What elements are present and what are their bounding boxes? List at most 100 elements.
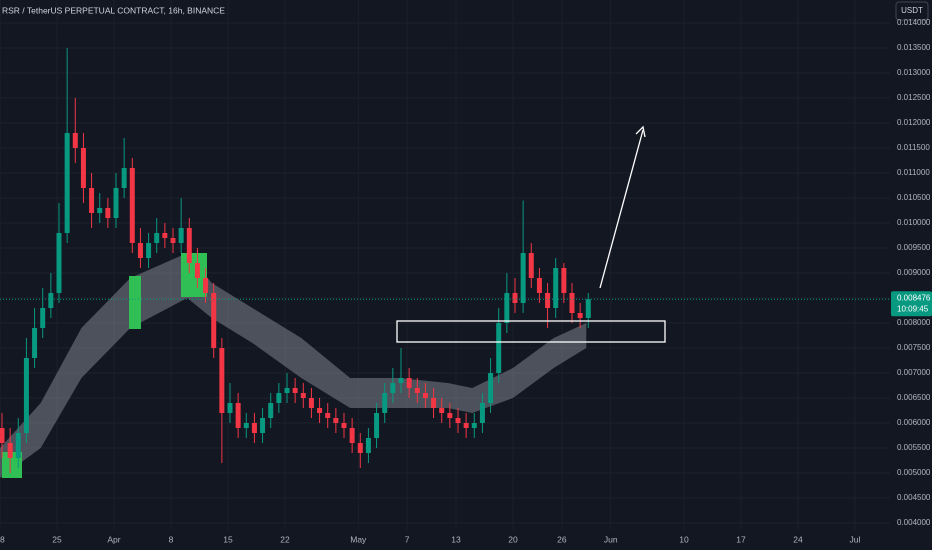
last-price-box bbox=[891, 291, 932, 317]
x-tick-label: May bbox=[350, 534, 367, 544]
x-tick-label: 13 bbox=[451, 534, 461, 544]
last-price-label: 0.008476 bbox=[897, 293, 931, 302]
candle-body bbox=[317, 408, 323, 413]
y-tick-label: 0.013000 bbox=[897, 68, 931, 77]
y-tick-label: 0.007000 bbox=[897, 368, 931, 377]
x-tick-label: Apr bbox=[107, 534, 120, 544]
candle-body bbox=[341, 423, 347, 428]
candle-body bbox=[504, 293, 510, 323]
candle-body bbox=[455, 418, 461, 423]
candle-body bbox=[520, 253, 526, 303]
candle-body bbox=[48, 293, 54, 308]
support-box bbox=[396, 320, 666, 343]
x-tick-label: Jun bbox=[604, 534, 618, 544]
candle-body bbox=[414, 388, 420, 393]
x-tick-label: 25 bbox=[52, 534, 62, 544]
candle-body bbox=[243, 423, 249, 428]
candle-body bbox=[170, 238, 176, 243]
x-tick-label: 26 bbox=[557, 534, 567, 544]
candle-body bbox=[496, 323, 502, 373]
y-tick-label: 0.007500 bbox=[897, 343, 931, 352]
candle-body bbox=[186, 228, 192, 263]
candle-body bbox=[0, 428, 5, 443]
candle-body bbox=[154, 233, 160, 243]
y-tick-label: 0.005500 bbox=[897, 443, 931, 452]
candles bbox=[0, 48, 890, 473]
x-tick-label: 24 bbox=[793, 534, 803, 544]
y-tick-label: 0.011500 bbox=[897, 143, 930, 152]
candle-body bbox=[374, 413, 380, 438]
candle-body bbox=[89, 188, 95, 213]
y-tick-label: 0.009000 bbox=[897, 268, 931, 277]
candle-body bbox=[333, 418, 339, 423]
y-tick-label: 0.006500 bbox=[897, 393, 931, 402]
candle-body bbox=[178, 228, 184, 243]
candle-body bbox=[300, 393, 306, 398]
candle-body bbox=[121, 168, 127, 188]
candle-body bbox=[203, 278, 209, 293]
candle-body bbox=[325, 413, 331, 418]
candle-body bbox=[276, 393, 282, 403]
candle-body bbox=[439, 408, 445, 413]
candle-body bbox=[80, 148, 86, 188]
y-tick-label: 0.012500 bbox=[897, 93, 931, 102]
candle-body bbox=[97, 208, 103, 213]
candle-body bbox=[553, 268, 559, 308]
candle-body bbox=[471, 423, 477, 428]
candle-body bbox=[536, 278, 542, 293]
candle-body bbox=[72, 133, 78, 148]
candle-body bbox=[365, 438, 371, 453]
candle-body bbox=[292, 388, 298, 393]
y-tick-label: 0.011000 bbox=[897, 168, 930, 177]
y-tick-label: 0.010000 bbox=[897, 218, 931, 227]
band bbox=[0, 253, 587, 478]
x-tick-label: 17 bbox=[736, 534, 746, 544]
candle-body bbox=[219, 348, 225, 413]
candle-body bbox=[528, 253, 534, 278]
candle-body bbox=[260, 418, 266, 433]
arrow-head bbox=[635, 125, 646, 138]
currency-button[interactable] bbox=[895, 1, 929, 21]
y-tick-label: 0.014000 bbox=[897, 18, 931, 27]
candle-body bbox=[56, 233, 62, 293]
candle-body bbox=[463, 423, 469, 428]
x-tick-label: 22 bbox=[280, 534, 290, 544]
band-highlight bbox=[181, 253, 207, 297]
countdown-label: 10:09:45 bbox=[897, 304, 929, 313]
candle-body bbox=[545, 293, 551, 308]
candle-body bbox=[251, 423, 257, 433]
candle-body bbox=[268, 403, 274, 418]
candle-body bbox=[23, 358, 29, 433]
candle-body bbox=[308, 398, 314, 408]
y-tick-label: 0.005000 bbox=[897, 468, 931, 477]
candle-body bbox=[40, 308, 46, 328]
candle-body bbox=[512, 293, 518, 303]
candle-body bbox=[146, 243, 152, 258]
candle-body bbox=[349, 428, 355, 443]
axes: 0.004000 0.004500 0.005000 0.005500 0.006000… bbox=[0, 18, 932, 544]
candle-body bbox=[357, 443, 363, 453]
currency-label[interactable]: USDT bbox=[901, 6, 923, 15]
y-tick-label: 0.012000 bbox=[897, 118, 931, 127]
candle-body bbox=[398, 378, 404, 383]
band-highlight bbox=[2, 452, 22, 478]
x-tick-label: 18 bbox=[0, 534, 5, 544]
candle-body bbox=[15, 433, 21, 458]
candle-body bbox=[390, 383, 396, 393]
candle-body bbox=[569, 293, 575, 313]
x-tick-label: 20 bbox=[508, 534, 518, 544]
candle-body bbox=[284, 388, 290, 393]
candle-body bbox=[585, 299, 591, 318]
candle-body bbox=[105, 208, 111, 218]
band-highlight bbox=[129, 276, 141, 329]
candle-body bbox=[488, 373, 494, 403]
band-layer bbox=[0, 253, 587, 478]
candle-body bbox=[211, 293, 217, 348]
y-tick-label: 0.004500 bbox=[897, 493, 931, 502]
candle-body bbox=[235, 403, 241, 428]
y-tick-label: 0.008000 bbox=[897, 318, 931, 327]
x-tick-label: Jul bbox=[850, 534, 861, 544]
plot-area bbox=[0, 48, 890, 478]
